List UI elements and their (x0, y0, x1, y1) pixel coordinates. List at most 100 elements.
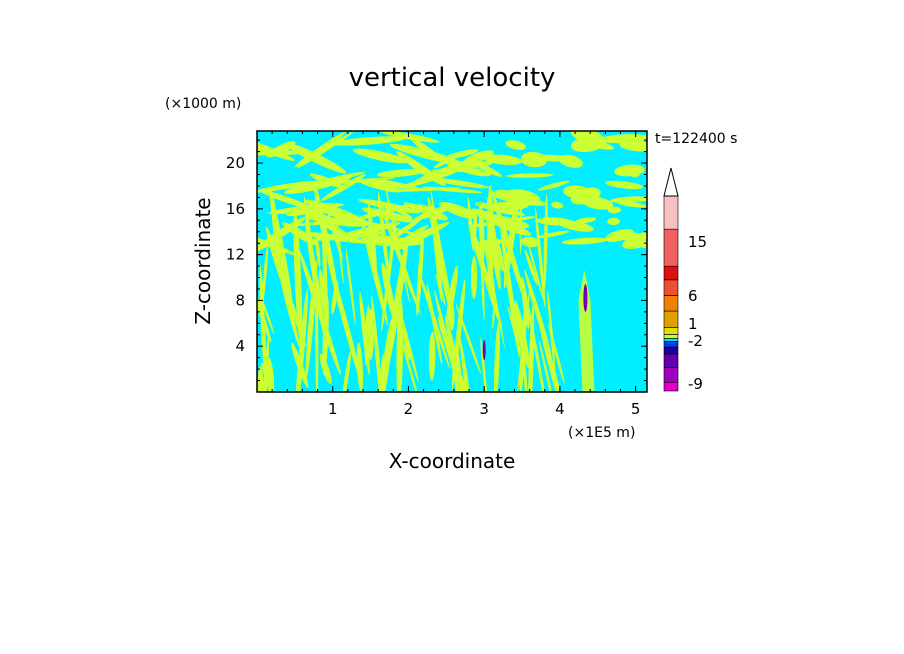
field-streak (539, 340, 555, 392)
field-streak (433, 151, 463, 169)
field-streak (410, 138, 439, 158)
colorbar-band (663, 228, 679, 267)
field-streak (622, 231, 647, 249)
field-streak (524, 269, 552, 358)
field-streak (294, 287, 309, 392)
field-streak (599, 134, 647, 144)
field-streak (377, 191, 390, 280)
field-streak (367, 308, 374, 361)
field-streak (259, 264, 267, 383)
colorbar: 15 6 1-2 -9 (663, 167, 707, 393)
plume-core (482, 340, 486, 360)
x-tick-label: 3 (479, 400, 489, 418)
field-streak (380, 345, 388, 389)
field-streak (386, 187, 462, 192)
field-streak (416, 234, 424, 317)
field-streak (480, 337, 488, 392)
field-streak (494, 194, 547, 206)
colorbar-band (663, 279, 679, 296)
colorbar-band (663, 327, 679, 335)
field-streak (398, 225, 429, 245)
colorbar-band (663, 310, 679, 328)
field-streak (500, 223, 520, 358)
field-streak (369, 178, 422, 191)
field-streak (376, 168, 426, 178)
field-streak (538, 318, 570, 392)
field-streak (399, 169, 461, 189)
field-streak (487, 184, 494, 299)
y-tick-label: 8 (235, 291, 245, 309)
field-streak (427, 197, 454, 320)
field-streak (524, 249, 538, 286)
plume-core (583, 284, 588, 312)
field-streak (556, 219, 594, 232)
field-streak (521, 236, 540, 248)
field-streak (537, 230, 570, 239)
colorbar-band (663, 346, 679, 355)
colorbar-extend-arrow (663, 167, 679, 197)
field-streak (299, 250, 341, 376)
field-streak (429, 177, 490, 189)
field-streak (381, 262, 396, 322)
field-streak (342, 350, 352, 392)
field-streak (604, 229, 634, 242)
field-streak (505, 140, 526, 150)
y-tick-label: 20 (226, 154, 245, 172)
field-streak (319, 353, 332, 384)
field-streak (570, 187, 601, 205)
field-streak (328, 261, 363, 385)
field-streak (470, 256, 478, 300)
field-streak (551, 201, 564, 209)
field-streak (266, 226, 293, 309)
field-streak (371, 296, 385, 392)
field-streak (479, 217, 485, 321)
field-streak (257, 180, 318, 193)
field-streak (322, 219, 328, 319)
y-axis-label: Z-coordinate (191, 197, 215, 324)
field-streak (428, 331, 436, 381)
field-streak (394, 314, 425, 392)
field-streak (506, 173, 554, 178)
colorbar-label: 6 (688, 287, 698, 305)
field-streak (260, 335, 270, 392)
field-streak (335, 206, 344, 285)
field-streak (257, 366, 264, 392)
field-streak (605, 180, 644, 190)
colorbar-band (663, 367, 679, 383)
plume (578, 270, 595, 392)
colorbar-label: 15 (688, 233, 707, 251)
field-streak (483, 154, 523, 166)
field-streak (260, 190, 313, 210)
field-streak (607, 206, 622, 214)
field-streak (403, 202, 435, 215)
field-streak (607, 217, 620, 226)
colorbar-band (663, 265, 679, 281)
field-streak (610, 196, 647, 203)
field-streak (257, 131, 295, 161)
field-streak (356, 342, 364, 392)
field-streak (446, 265, 458, 322)
field-streak (459, 338, 475, 392)
x-axis: 1 2 3 4 5 (271, 131, 641, 418)
x-tick-label: 1 (328, 400, 338, 418)
y-tick-label: 4 (235, 337, 245, 355)
field-streak (379, 131, 439, 143)
x-axis-label: X-coordinate (389, 449, 516, 473)
y-tick-label: 16 (226, 200, 245, 218)
field-streak (361, 207, 415, 223)
field-streak (493, 189, 508, 195)
field-streak (270, 188, 284, 281)
field-streak (561, 237, 608, 245)
field-streak (488, 201, 530, 211)
field-streak (538, 180, 570, 191)
colorbar-label: 1 (688, 315, 698, 333)
time-label: t=122400 s (655, 131, 737, 147)
field-streak (525, 293, 550, 392)
colorbar-band (663, 338, 679, 342)
colorbar-label: -2 (688, 332, 703, 350)
x-tick-label: 5 (631, 400, 641, 418)
field-streak (629, 165, 641, 178)
field-streak (360, 216, 389, 326)
field-streak (363, 221, 421, 236)
x-unit-label: (×1E5 m) (568, 425, 635, 441)
